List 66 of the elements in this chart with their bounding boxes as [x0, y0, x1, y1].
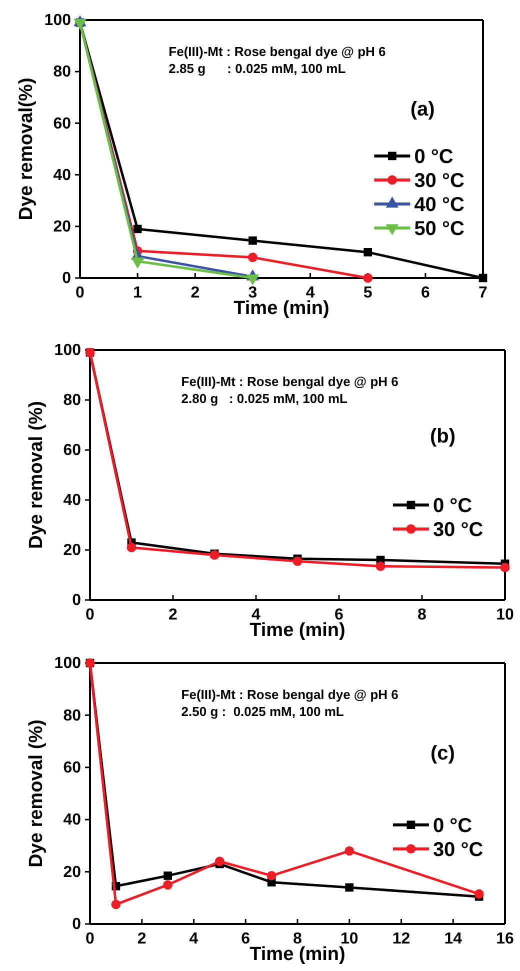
y-tick-label: 0: [72, 916, 82, 934]
x-tick-label: 2: [168, 606, 178, 624]
point: [266, 871, 276, 880]
x-tick-label: 6: [420, 284, 430, 302]
legend-label: 50 °C: [414, 218, 464, 240]
annotation: 2.50 g : 0.025 mM, 100 mL: [181, 704, 344, 719]
annotation: 2.85 g : 0.025 mM, 100 mL: [168, 61, 346, 76]
point: [344, 846, 354, 856]
x-tick-label: 14: [444, 930, 462, 948]
point: [111, 900, 121, 910]
y-tick-label: 100: [44, 12, 72, 30]
y-axis-title: Dye removal(%): [16, 78, 37, 220]
y-tick-label: 60: [63, 760, 82, 777]
x-tick-label: 4: [189, 930, 198, 948]
text: (b): [430, 426, 456, 448]
x-tick-label: 5: [363, 284, 372, 302]
annotation: 2.80 g : 0.025 mM, 100 mL: [181, 391, 348, 406]
annotation: Fe(III)-Mt : Rose bengal dye @ pH 6: [181, 687, 398, 702]
legend-label: 30 °C: [432, 519, 484, 541]
y-tick-label: 20: [63, 542, 82, 560]
point: [126, 542, 136, 552]
y-tick-label: 100: [54, 342, 82, 360]
annotation: Fe(III)-Mt : Rose bengal dye @ pH 6: [181, 374, 398, 389]
legend-label: 40 °C: [414, 194, 464, 216]
y-tick-label: 80: [63, 707, 82, 724]
legend-label: 0 °C: [432, 814, 472, 837]
y-tick-label: 40: [63, 492, 82, 510]
annotation: Fe(III)-Mt : Rose bengal dye @ pH 6: [168, 44, 386, 59]
legend-label: 30 °C: [432, 838, 484, 861]
legend-label: 30 °C: [414, 170, 464, 192]
x-tick-label: 10: [496, 606, 514, 624]
y-axis-title: Dye removal (%): [26, 401, 47, 549]
y-tick-label: 80: [63, 392, 82, 410]
point: [214, 856, 224, 866]
legend-label: 0 °C: [414, 146, 454, 168]
x-tick-label: 8: [418, 606, 427, 624]
y-tick-label: 80: [53, 64, 72, 81]
y-axis-title: Dye removal (%): [26, 720, 47, 868]
point: [500, 562, 510, 572]
point: [345, 883, 354, 892]
x-tick-label: 0: [86, 606, 95, 624]
y-tick-label: 0: [62, 270, 72, 288]
point: [164, 872, 172, 880]
y-tick-label: 0: [72, 592, 82, 610]
x-tick-label: 6: [241, 930, 250, 948]
y-tick-label: 40: [63, 812, 82, 829]
text: (c): [430, 742, 455, 765]
point: [474, 889, 484, 899]
y-tick-label: 60: [63, 442, 82, 460]
y-tick-label: 60: [53, 115, 72, 132]
y-tick-label: 20: [53, 218, 72, 236]
legend-label: 0 °C: [432, 495, 472, 517]
x-tick-label: 2: [137, 930, 146, 948]
text: (a): [410, 98, 435, 120]
x-tick-label: 0: [86, 930, 95, 948]
y-tick-label: 40: [53, 166, 72, 184]
x-tick-label: 1: [133, 284, 142, 302]
point: [292, 556, 302, 566]
x-tick-label: 12: [392, 930, 410, 948]
point: [163, 880, 173, 890]
point: [376, 562, 386, 571]
y-tick-label: 100: [54, 655, 82, 672]
x-tick-label: 2: [190, 284, 200, 302]
y-tick-label: 20: [63, 864, 82, 881]
x-tick-label: 7: [478, 284, 488, 302]
x-tick-label: 16: [496, 930, 514, 948]
